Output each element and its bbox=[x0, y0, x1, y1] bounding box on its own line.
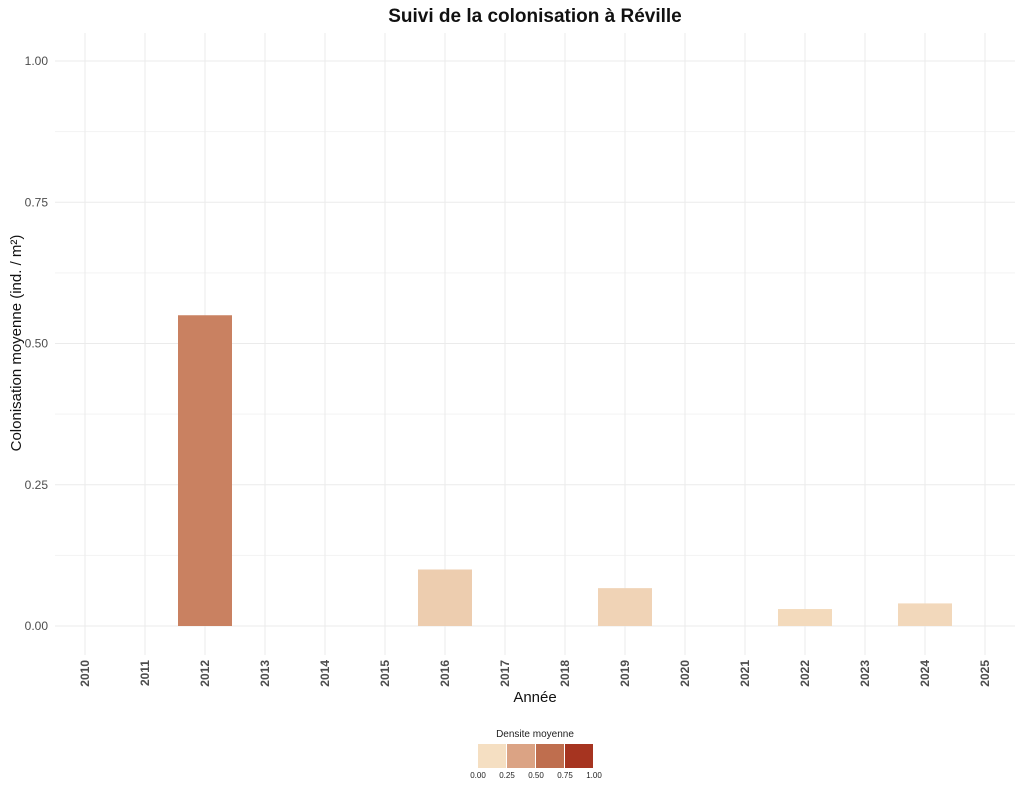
x-tick-label: 2025 bbox=[978, 660, 992, 687]
x-tick-label: 2017 bbox=[498, 660, 512, 687]
y-axis-label: Colonisation moyenne (ind. / m²) bbox=[8, 235, 25, 452]
bars bbox=[178, 315, 952, 626]
legend-keys bbox=[478, 744, 593, 768]
y-tick-label: 0.00 bbox=[25, 619, 49, 633]
legend-ticks: 0.00 0.25 0.50 0.75 1.00 bbox=[470, 771, 602, 780]
y-tick-label: 0.50 bbox=[25, 337, 49, 351]
legend-tick-label: 1.00 bbox=[586, 771, 602, 780]
legend-key bbox=[478, 744, 506, 768]
x-tick-label: 2013 bbox=[258, 660, 272, 687]
x-axis-label: Année bbox=[513, 689, 556, 706]
x-tick-label: 2023 bbox=[858, 660, 872, 687]
legend-tick-label: 0.00 bbox=[470, 771, 486, 780]
x-axis-ticks: 2010 2011 2012 2013 2014 2015 2016 2017 2018 2019… bbox=[78, 660, 992, 687]
x-tick-label: 2011 bbox=[138, 660, 152, 686]
legend-key bbox=[565, 744, 593, 768]
legend-tick-label: 0.25 bbox=[499, 771, 515, 780]
legend-title: Densite moyenne bbox=[496, 729, 574, 740]
bar-2022 bbox=[778, 609, 832, 626]
legend-key bbox=[536, 744, 564, 768]
x-tick-label: 2010 bbox=[78, 660, 92, 687]
y-tick-label: 0.75 bbox=[25, 195, 49, 209]
x-tick-label: 2020 bbox=[678, 660, 692, 687]
x-tick-label: 2021 bbox=[738, 660, 752, 687]
x-tick-label: 2014 bbox=[318, 660, 332, 687]
legend: Densite moyenne 0.00 0.25 0.50 0.75 1.00 bbox=[470, 729, 602, 780]
x-tick-label: 2015 bbox=[378, 660, 392, 687]
bar-2016 bbox=[418, 569, 472, 626]
y-axis-ticks: 0.00 0.25 0.50 0.75 1.00 bbox=[25, 54, 49, 633]
bar-2019 bbox=[598, 588, 652, 626]
x-tick-label: 2018 bbox=[558, 660, 572, 687]
x-tick-label: 2022 bbox=[798, 660, 812, 687]
y-tick-label: 0.25 bbox=[25, 478, 49, 492]
chart-title: Suivi de la colonisation à Réville bbox=[388, 6, 682, 27]
y-tick-label: 1.00 bbox=[25, 54, 49, 68]
bar-2024 bbox=[898, 603, 952, 626]
x-tick-label: 2024 bbox=[918, 660, 932, 687]
legend-tick-label: 0.75 bbox=[557, 771, 573, 780]
legend-key bbox=[507, 744, 535, 768]
x-tick-label: 2012 bbox=[198, 660, 212, 687]
bar-2012 bbox=[178, 315, 232, 626]
legend-tick-label: 0.50 bbox=[528, 771, 544, 780]
x-tick-label: 2016 bbox=[438, 660, 452, 687]
x-tick-label: 2019 bbox=[618, 660, 632, 687]
